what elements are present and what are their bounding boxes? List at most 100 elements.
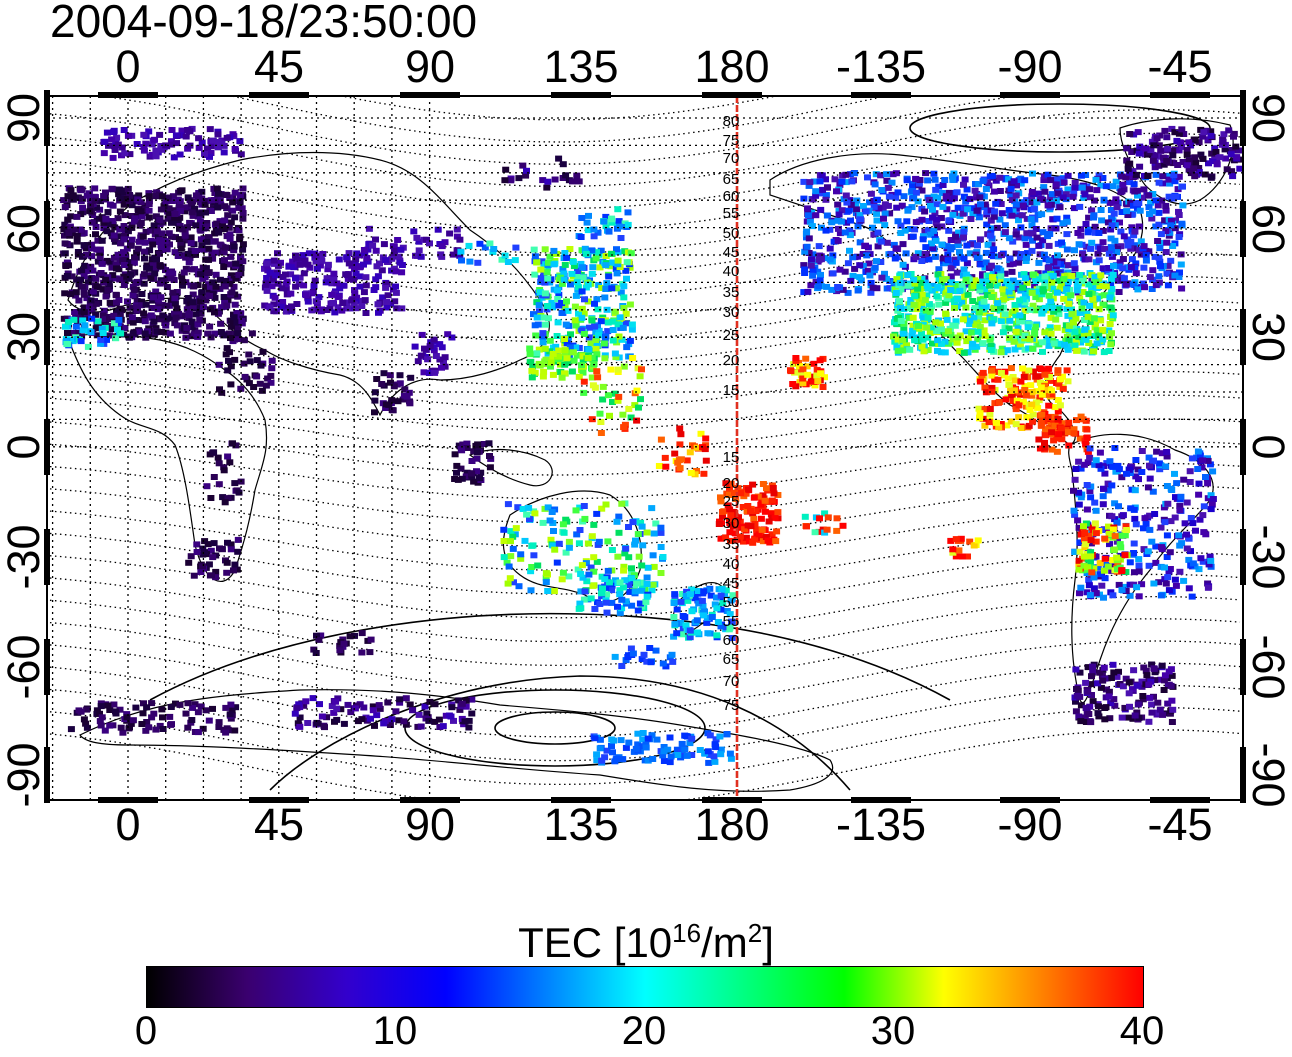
tec-cell [77, 338, 85, 345]
tec-cell [282, 285, 290, 292]
tec-cell [1142, 145, 1150, 152]
tec-cell [1180, 131, 1188, 137]
tec-cell [925, 218, 933, 224]
tec-cell [701, 608, 708, 615]
tec-cell [1091, 499, 1099, 506]
tec-cell [209, 554, 217, 561]
tec-cell [700, 470, 708, 477]
tec-cell [719, 509, 726, 515]
bottom-lon-tick: 0 [115, 799, 141, 850]
tec-cell [1051, 422, 1059, 429]
tec-cell [1127, 264, 1135, 271]
tec-cell [199, 545, 207, 552]
tec-cell [1048, 429, 1056, 436]
tec-cell [1235, 147, 1242, 154]
tec-cell [552, 343, 560, 350]
tec-cell [951, 322, 959, 329]
tec-cell [93, 204, 100, 211]
tec-cell [108, 326, 116, 333]
tec-cell [193, 549, 201, 555]
tec-cell [476, 240, 484, 247]
tec-cell [116, 226, 124, 233]
tec-cell [903, 218, 911, 225]
tec-cell [203, 238, 211, 245]
tec-cell [135, 192, 143, 199]
tec-cell [636, 600, 644, 607]
tec-cell [393, 305, 401, 312]
tec-cell [947, 273, 955, 280]
tec-cell [187, 553, 195, 560]
tec-cell [163, 246, 171, 253]
tec-cell [615, 393, 623, 400]
tec-cell [102, 189, 109, 196]
tec-cell [139, 710, 147, 717]
tec-cell [1064, 262, 1072, 269]
tec-cell [117, 330, 125, 337]
tec-cell [1151, 253, 1159, 260]
tec-cell [323, 714, 331, 721]
tec-cell [304, 298, 312, 305]
tec-cell [638, 587, 646, 594]
tec-cell [448, 704, 456, 711]
tec-cell [382, 284, 390, 291]
tec-cell [944, 328, 952, 335]
tec-cell [1037, 366, 1045, 373]
tec-cell [169, 289, 177, 296]
tec-cell [1164, 262, 1172, 269]
tec-cell [844, 289, 852, 296]
tec-cell [190, 572, 198, 579]
tec-cell [990, 213, 998, 220]
tec-cell [231, 146, 239, 152]
tec-cell [1105, 348, 1113, 354]
tec-cell [388, 397, 396, 404]
tec-cell [1071, 184, 1079, 191]
tec-cell [218, 304, 226, 311]
tec-cell [611, 350, 619, 357]
tec-cell [603, 280, 611, 287]
tec-cell [959, 210, 967, 217]
tec-cell [541, 290, 549, 297]
tec-cell [960, 181, 967, 188]
tec-cell [602, 213, 610, 220]
tec-cell [701, 446, 709, 453]
tec-cell [803, 523, 810, 530]
tec-cell [262, 382, 270, 389]
tec-cell [554, 287, 561, 294]
tec-cell [223, 192, 231, 198]
tec-cell [109, 272, 117, 279]
tec-cell [942, 193, 950, 200]
tec-cell [78, 186, 86, 193]
tec-cell [236, 192, 244, 199]
tec-cell [396, 372, 404, 379]
tec-cell [1016, 297, 1024, 304]
tec-cell [426, 698, 434, 705]
tec-cell [1018, 202, 1026, 209]
tec-cell [585, 346, 593, 353]
tec-cell [382, 405, 390, 411]
tec-cell [168, 219, 175, 226]
tec-cell [909, 183, 917, 190]
tec-cell [883, 177, 891, 184]
tec-cell [1008, 212, 1016, 219]
tec-cell [69, 193, 77, 200]
tec-cell [166, 241, 173, 248]
tec-cell [94, 237, 102, 244]
tec-cell [1063, 214, 1071, 221]
tec-cell [584, 355, 592, 361]
tec-cell [599, 396, 607, 403]
tec-cell [988, 384, 996, 391]
tec-cell [618, 596, 626, 603]
tec-cell [602, 286, 610, 292]
tec-cell [736, 533, 744, 540]
tec-cell [1018, 425, 1026, 431]
tec-cell [1045, 402, 1053, 409]
tec-cell [1200, 129, 1208, 136]
tec-cell [74, 194, 82, 201]
top-lon-tick: -90 [997, 41, 1063, 92]
tec-cell [1112, 178, 1120, 185]
tec-cell [170, 207, 178, 214]
tec-cell [1155, 221, 1163, 228]
tec-cell [1229, 173, 1237, 180]
tec-cell [1175, 130, 1183, 137]
tec-cell [985, 272, 993, 279]
